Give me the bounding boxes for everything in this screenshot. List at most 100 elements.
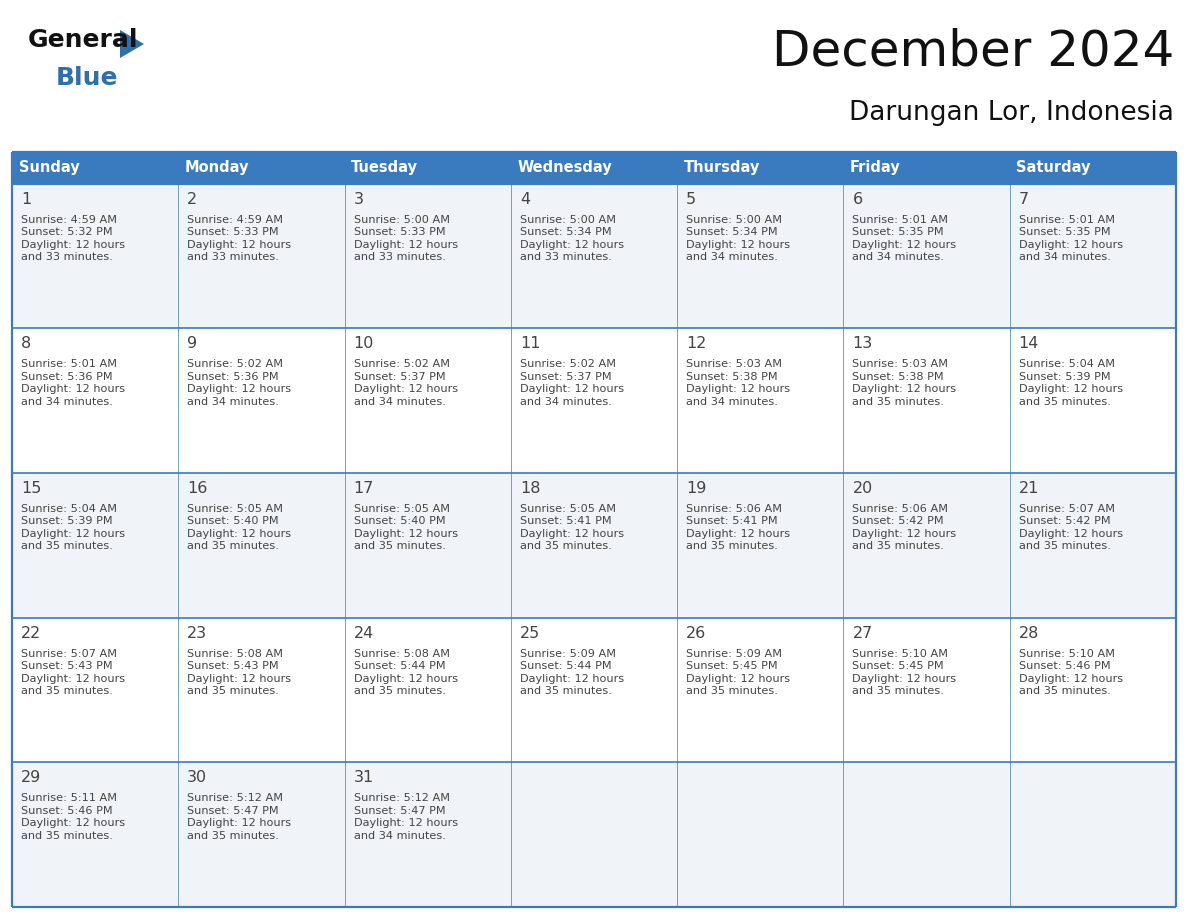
Text: Daylight: 12 hours: Daylight: 12 hours bbox=[853, 529, 956, 539]
Text: Sunset: 5:45 PM: Sunset: 5:45 PM bbox=[853, 661, 944, 671]
Text: 7: 7 bbox=[1019, 192, 1029, 207]
Bar bbox=[12, 618, 178, 762]
Text: Thursday: Thursday bbox=[684, 161, 760, 175]
Bar bbox=[1010, 762, 1176, 907]
Text: 4: 4 bbox=[520, 192, 530, 207]
Text: 15: 15 bbox=[21, 481, 42, 496]
Text: December 2024: December 2024 bbox=[772, 28, 1174, 76]
Text: Sunset: 5:36 PM: Sunset: 5:36 PM bbox=[188, 372, 279, 382]
Text: Daylight: 12 hours: Daylight: 12 hours bbox=[354, 529, 457, 539]
Text: 20: 20 bbox=[853, 481, 873, 496]
Text: Sunrise: 5:10 AM: Sunrise: 5:10 AM bbox=[1019, 649, 1114, 658]
Bar bbox=[345, 184, 511, 329]
Text: and 34 minutes.: and 34 minutes. bbox=[520, 397, 612, 407]
Text: and 35 minutes.: and 35 minutes. bbox=[21, 831, 113, 841]
Text: Monday: Monday bbox=[185, 161, 249, 175]
Text: Sunset: 5:33 PM: Sunset: 5:33 PM bbox=[188, 227, 279, 237]
Text: Sunset: 5:33 PM: Sunset: 5:33 PM bbox=[354, 227, 446, 237]
Text: Wednesday: Wednesday bbox=[518, 161, 612, 175]
Text: and 34 minutes.: and 34 minutes. bbox=[687, 397, 778, 407]
Text: Sunset: 5:35 PM: Sunset: 5:35 PM bbox=[853, 227, 944, 237]
Text: and 34 minutes.: and 34 minutes. bbox=[354, 831, 446, 841]
Text: 30: 30 bbox=[188, 770, 208, 785]
Text: Sunrise: 5:02 AM: Sunrise: 5:02 AM bbox=[520, 359, 615, 369]
Bar bbox=[12, 152, 178, 184]
Text: Sunrise: 5:08 AM: Sunrise: 5:08 AM bbox=[354, 649, 449, 658]
Text: Sunrise: 5:06 AM: Sunrise: 5:06 AM bbox=[853, 504, 948, 514]
Text: Sunset: 5:39 PM: Sunset: 5:39 PM bbox=[21, 517, 113, 526]
Text: Daylight: 12 hours: Daylight: 12 hours bbox=[1019, 385, 1123, 394]
Bar bbox=[178, 473, 345, 618]
Text: Sunrise: 5:03 AM: Sunrise: 5:03 AM bbox=[853, 359, 948, 369]
Bar bbox=[511, 762, 677, 907]
Bar bbox=[843, 329, 1010, 473]
Text: Sunset: 5:47 PM: Sunset: 5:47 PM bbox=[354, 806, 446, 816]
Text: Daylight: 12 hours: Daylight: 12 hours bbox=[21, 674, 125, 684]
Text: 24: 24 bbox=[354, 625, 374, 641]
Text: Sunset: 5:40 PM: Sunset: 5:40 PM bbox=[188, 517, 279, 526]
Text: Sunset: 5:46 PM: Sunset: 5:46 PM bbox=[21, 806, 113, 816]
Bar bbox=[511, 152, 677, 184]
Text: Sunrise: 5:01 AM: Sunrise: 5:01 AM bbox=[1019, 215, 1114, 225]
Text: Sunset: 5:41 PM: Sunset: 5:41 PM bbox=[520, 517, 612, 526]
Text: and 34 minutes.: and 34 minutes. bbox=[188, 397, 279, 407]
Bar bbox=[843, 618, 1010, 762]
Text: Daylight: 12 hours: Daylight: 12 hours bbox=[1019, 240, 1123, 250]
Bar bbox=[178, 618, 345, 762]
Bar bbox=[677, 762, 843, 907]
Text: and 35 minutes.: and 35 minutes. bbox=[188, 686, 279, 696]
Text: Sunrise: 5:07 AM: Sunrise: 5:07 AM bbox=[1019, 504, 1114, 514]
Text: Sunset: 5:42 PM: Sunset: 5:42 PM bbox=[853, 517, 944, 526]
Text: Sunset: 5:47 PM: Sunset: 5:47 PM bbox=[188, 806, 279, 816]
Text: 19: 19 bbox=[687, 481, 707, 496]
Text: Sunrise: 5:04 AM: Sunrise: 5:04 AM bbox=[21, 504, 116, 514]
Text: Sunset: 5:44 PM: Sunset: 5:44 PM bbox=[354, 661, 446, 671]
Text: and 33 minutes.: and 33 minutes. bbox=[520, 252, 612, 262]
Text: Sunrise: 5:05 AM: Sunrise: 5:05 AM bbox=[354, 504, 449, 514]
Text: and 35 minutes.: and 35 minutes. bbox=[354, 686, 446, 696]
Text: Sunrise: 5:09 AM: Sunrise: 5:09 AM bbox=[520, 649, 615, 658]
Text: Sunset: 5:37 PM: Sunset: 5:37 PM bbox=[354, 372, 446, 382]
Text: Sunset: 5:43 PM: Sunset: 5:43 PM bbox=[21, 661, 113, 671]
Text: and 34 minutes.: and 34 minutes. bbox=[687, 252, 778, 262]
Text: and 34 minutes.: and 34 minutes. bbox=[853, 252, 944, 262]
Bar bbox=[1010, 329, 1176, 473]
Text: Sunrise: 5:03 AM: Sunrise: 5:03 AM bbox=[687, 359, 782, 369]
Text: Daylight: 12 hours: Daylight: 12 hours bbox=[21, 385, 125, 394]
Text: Sunrise: 5:00 AM: Sunrise: 5:00 AM bbox=[687, 215, 782, 225]
Text: and 35 minutes.: and 35 minutes. bbox=[1019, 686, 1111, 696]
Text: Daylight: 12 hours: Daylight: 12 hours bbox=[1019, 674, 1123, 684]
Bar bbox=[843, 762, 1010, 907]
Text: and 34 minutes.: and 34 minutes. bbox=[21, 397, 113, 407]
Text: 13: 13 bbox=[853, 336, 873, 352]
Text: General: General bbox=[29, 28, 139, 52]
Text: 11: 11 bbox=[520, 336, 541, 352]
Text: Sunrise: 5:07 AM: Sunrise: 5:07 AM bbox=[21, 649, 116, 658]
Text: Sunset: 5:42 PM: Sunset: 5:42 PM bbox=[1019, 517, 1111, 526]
Text: Sunset: 5:34 PM: Sunset: 5:34 PM bbox=[520, 227, 612, 237]
Text: Daylight: 12 hours: Daylight: 12 hours bbox=[687, 385, 790, 394]
Bar bbox=[511, 618, 677, 762]
Text: Sunset: 5:46 PM: Sunset: 5:46 PM bbox=[1019, 661, 1111, 671]
Text: Sunset: 5:38 PM: Sunset: 5:38 PM bbox=[687, 372, 778, 382]
Text: Friday: Friday bbox=[851, 161, 901, 175]
Text: Sunset: 5:35 PM: Sunset: 5:35 PM bbox=[1019, 227, 1111, 237]
Text: 9: 9 bbox=[188, 336, 197, 352]
Text: and 35 minutes.: and 35 minutes. bbox=[21, 686, 113, 696]
Text: Sunset: 5:40 PM: Sunset: 5:40 PM bbox=[354, 517, 446, 526]
Text: Sunrise: 5:09 AM: Sunrise: 5:09 AM bbox=[687, 649, 782, 658]
Bar bbox=[12, 184, 178, 329]
Text: Sunrise: 5:04 AM: Sunrise: 5:04 AM bbox=[1019, 359, 1114, 369]
Text: Daylight: 12 hours: Daylight: 12 hours bbox=[188, 385, 291, 394]
Bar bbox=[677, 184, 843, 329]
Bar bbox=[843, 473, 1010, 618]
Text: 16: 16 bbox=[188, 481, 208, 496]
Bar bbox=[677, 329, 843, 473]
Text: and 35 minutes.: and 35 minutes. bbox=[354, 542, 446, 552]
Text: Sunrise: 5:02 AM: Sunrise: 5:02 AM bbox=[354, 359, 449, 369]
Text: Daylight: 12 hours: Daylight: 12 hours bbox=[520, 385, 624, 394]
Text: and 34 minutes.: and 34 minutes. bbox=[1019, 252, 1111, 262]
Text: Daylight: 12 hours: Daylight: 12 hours bbox=[21, 529, 125, 539]
Text: Sunrise: 5:08 AM: Sunrise: 5:08 AM bbox=[188, 649, 283, 658]
Text: Daylight: 12 hours: Daylight: 12 hours bbox=[188, 240, 291, 250]
